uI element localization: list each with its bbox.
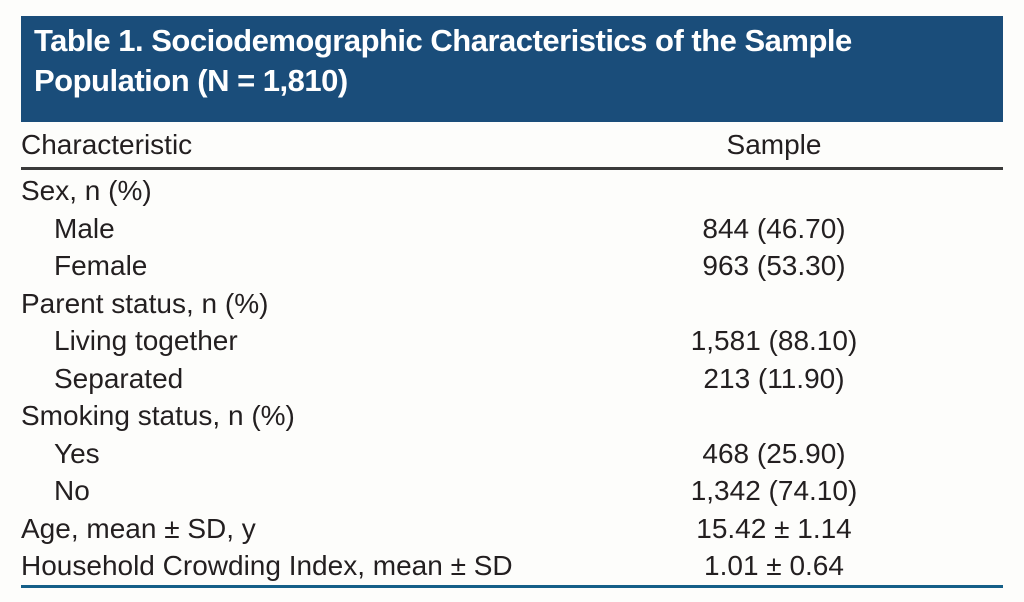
row-value: 1.01 ± 0.64 bbox=[704, 550, 844, 581]
row-label: Separated bbox=[54, 362, 184, 394]
row-value bbox=[545, 172, 1003, 210]
row-label: Sex, n (%) bbox=[21, 175, 152, 206]
column-header-characteristic: Characteristic bbox=[21, 129, 193, 160]
row-label: Smoking status, n (%) bbox=[21, 400, 295, 431]
row-value: 1,581 (88.10) bbox=[690, 325, 858, 356]
row-label: No bbox=[54, 475, 90, 506]
row-value: 15.42 ± 1.14 bbox=[696, 512, 852, 544]
column-header-sample: Sample bbox=[726, 129, 822, 160]
table-row: Male 844 (46.70) bbox=[21, 210, 1003, 248]
row-value: 213 (11.90) bbox=[703, 362, 845, 394]
row-value: 1,342 (74.10) bbox=[690, 475, 858, 506]
row-label: Parent status, n (%) bbox=[21, 287, 269, 319]
table-title-line2: Population (N = 1,810) bbox=[34, 63, 348, 98]
table-row: Female 963 (53.30) bbox=[21, 247, 1003, 285]
table-row: Sex, n (%) bbox=[21, 172, 1003, 210]
row-label: Male bbox=[54, 212, 115, 244]
table-title-bar: Table 1. Sociodemographic Characteristic… bbox=[21, 16, 1003, 122]
table-row: No 1,342 (74.10) bbox=[21, 472, 1003, 510]
table-row: Smoking status, n (%) bbox=[21, 397, 1003, 435]
sociodemographic-table: Characteristic Sample Sex, n (%) Male 84… bbox=[21, 122, 1003, 588]
row-label: Age, mean ± SD, y bbox=[21, 512, 256, 544]
row-value: 844 (46.70) bbox=[702, 212, 846, 244]
table-header-row: Characteristic Sample bbox=[21, 122, 1003, 170]
row-label: Female bbox=[54, 250, 148, 281]
table-row: Separated 213 (11.90) bbox=[21, 360, 1003, 398]
table-body: Sex, n (%) Male 844 (46.70) Female 963 (… bbox=[21, 170, 1003, 588]
row-label: Household Crowding Index, mean ± SD bbox=[21, 550, 513, 581]
table-row: Yes 468 (25.90) bbox=[21, 435, 1003, 473]
row-value bbox=[545, 397, 1003, 435]
row-value bbox=[545, 285, 1003, 323]
row-value: 468 (25.90) bbox=[702, 437, 846, 469]
row-label: Yes bbox=[54, 437, 100, 469]
row-label: Living together bbox=[54, 325, 238, 356]
table-row: Parent status, n (%) bbox=[21, 285, 1003, 323]
table-row: Living together 1,581 (88.10) bbox=[21, 322, 1003, 360]
row-value: 963 (53.30) bbox=[702, 250, 846, 281]
table-row: Age, mean ± SD, y 15.42 ± 1.14 bbox=[21, 510, 1003, 548]
table-row: Household Crowding Index, mean ± SD 1.01… bbox=[21, 547, 1003, 585]
table-title-line1: Table 1. Sociodemographic Characteristic… bbox=[34, 23, 852, 58]
